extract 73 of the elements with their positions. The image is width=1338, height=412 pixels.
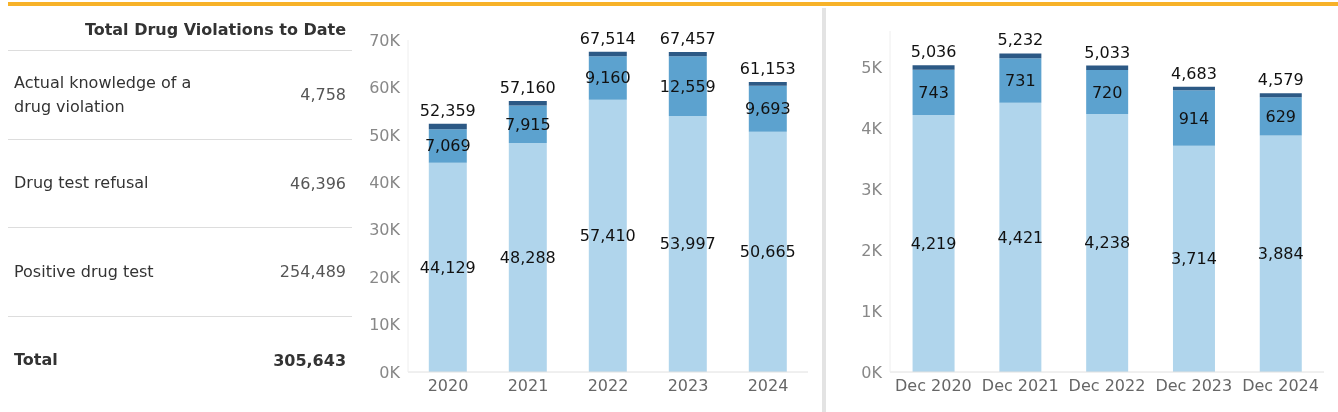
- x-tick-label: 2024: [747, 376, 789, 396]
- y-tick-label: 0K: [379, 362, 401, 382]
- total-label: 67,457: [659, 29, 716, 49]
- y-tick-label: 4K: [861, 119, 883, 139]
- y-tick-label: 5K: [861, 58, 883, 78]
- data-label: 3,714: [1171, 249, 1217, 269]
- category-label: Positive drug test: [14, 260, 155, 283]
- data-label: 48,288: [499, 247, 556, 267]
- bar: [912, 115, 955, 372]
- total-label: 5,036: [910, 42, 957, 62]
- text: 4,758: [300, 85, 347, 105]
- total-label: 61,153: [739, 58, 796, 78]
- data-label: 44,129: [419, 257, 476, 277]
- y-tick-label: 3K: [861, 180, 883, 199]
- y-tick-label: 0K: [861, 362, 883, 382]
- data-label: 743: [918, 82, 949, 102]
- total-label: 5,232: [997, 30, 1044, 50]
- bar: [1172, 90, 1215, 146]
- bar: [668, 52, 707, 57]
- bar: [912, 65, 955, 70]
- data-label: 57,410: [579, 226, 636, 246]
- bar: [1259, 93, 1302, 98]
- x-tick-label: 2022: [587, 376, 629, 396]
- total-label: 5,033: [1084, 42, 1131, 62]
- data-label: 50,665: [739, 242, 796, 262]
- bar: [1086, 70, 1129, 114]
- data-label: 731: [1005, 71, 1036, 91]
- y-tick-label: 2K: [861, 240, 883, 260]
- bar: [1259, 135, 1302, 372]
- data-label: 4,421: [997, 227, 1044, 247]
- y-tick-label: 60K: [369, 78, 401, 98]
- x-tick-label: Dec 2024: [1242, 376, 1319, 396]
- y-tick-label: 50K: [369, 125, 401, 145]
- text: 46,396: [290, 173, 347, 193]
- category-label: Total: [14, 349, 59, 372]
- text: 254,489: [279, 262, 347, 282]
- bar: [999, 53, 1042, 59]
- data-label: 629: [1265, 106, 1297, 126]
- bar: [912, 69, 955, 116]
- data-label: 4,219: [910, 234, 957, 254]
- data-label: 720: [1091, 82, 1123, 102]
- x-tick-label: 2023: [667, 376, 709, 396]
- bar: [428, 123, 467, 130]
- y-tick-label: 1K: [861, 301, 883, 321]
- total-label: 4,579: [1257, 70, 1304, 90]
- text: Total Drug Violations to Date: [8, 8, 353, 51]
- total-label: 52,359: [419, 100, 476, 120]
- total-label: 67,514: [579, 28, 636, 48]
- y-tick-label: 40K: [369, 172, 401, 192]
- data-label: 53,997: [659, 234, 716, 254]
- x-tick-label: Dec 2020: [895, 376, 972, 396]
- text: 305,643: [273, 350, 347, 370]
- data-label: 3,884: [1257, 244, 1304, 264]
- y-tick-label: 70K: [369, 30, 401, 50]
- x-tick-label: 2020: [427, 376, 469, 396]
- total-label: 57,160: [499, 77, 556, 97]
- x-tick-label: 2021: [507, 376, 549, 396]
- total-label: 4,683: [1171, 63, 1217, 83]
- x-tick-label: Dec 2021: [981, 376, 1059, 396]
- y-tick-label: 20K: [369, 267, 401, 287]
- y-tick-label: 10K: [369, 315, 401, 335]
- bar: [1172, 145, 1215, 372]
- bar: [999, 58, 1042, 103]
- y-tick-label: 30K: [369, 220, 401, 240]
- bar: [999, 102, 1042, 372]
- data-label: 914: [1178, 108, 1210, 128]
- x-tick-label: Dec 2022: [1068, 376, 1146, 396]
- category-label: Actual knowledge of a drug violation: [14, 71, 193, 118]
- bar: [748, 81, 787, 86]
- category-label: Drug test refusal: [14, 172, 150, 195]
- data-label: 4,238: [1084, 233, 1131, 253]
- bar: [1086, 113, 1129, 372]
- x-tick-label: Dec 2023: [1155, 376, 1233, 396]
